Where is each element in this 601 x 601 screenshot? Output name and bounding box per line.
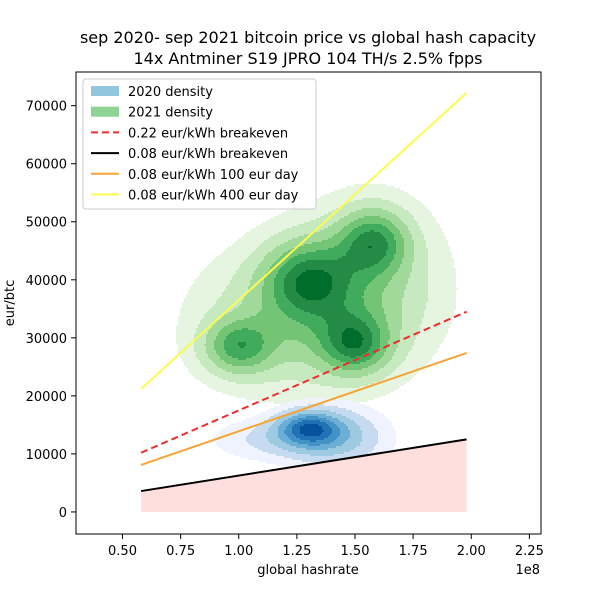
legend-swatch — [91, 106, 119, 117]
density-2021-level-4 — [214, 216, 404, 370]
y-tick-label: 30000 — [26, 332, 67, 347]
tick-layer: 0.50 0.75 1.00 1.25 1.50 1.75 2.00 2.25 0 10000 20… — [26, 100, 544, 559]
x-tick-label: 0.50 — [108, 544, 137, 559]
plot-frame — [75, 71, 542, 535]
y-tick-label: 40000 — [26, 274, 67, 289]
x-tick-label: 0.75 — [166, 544, 195, 559]
unprofitable-region — [141, 439, 467, 512]
series-line-3 — [140, 351, 467, 466]
x-tick-label: 2.25 — [515, 544, 544, 559]
x-tick-label: 1.00 — [224, 544, 253, 559]
shaded-region-layer — [141, 439, 467, 512]
density-2020-level-7 — [300, 424, 324, 436]
density-2021-level-6 — [238, 230, 388, 358]
legend-label: 2020 density — [128, 85, 213, 100]
density-2021-level-7 — [296, 246, 372, 348]
legend-label: 0.08 eur/kWh breakeven — [128, 147, 288, 162]
x-tick-label: 2.00 — [457, 544, 486, 559]
density-2020-level-1 — [214, 398, 396, 474]
legend-box — [82, 78, 317, 210]
legend: 2020 density 2021 density 0.22 eur/kWh bre… — [82, 78, 317, 210]
x-axis-offset-label: 1e8 — [515, 563, 540, 578]
x-axis-label: global hashrate — [257, 563, 358, 578]
chart-title-line-1: sep 2020- sep 2021 bitcoin price vs glob… — [80, 28, 536, 47]
legend-label: 0.08 eur/kWh 400 eur day — [128, 189, 299, 204]
y-tick-label: 10000 — [26, 448, 67, 463]
legend-label: 0.22 eur/kWh breakeven — [128, 126, 288, 141]
breakeven-lines-layer — [140, 92, 468, 493]
density-2021-level-5 — [224, 224, 396, 364]
y-axis-label: eur/btc — [3, 280, 18, 326]
density-2020-level-6 — [292, 420, 332, 442]
chart-title-line-2: 14x Antminer S19 JPRO 104 TH/s 2.5% fpps — [134, 49, 483, 68]
y-tick-label: 0 — [59, 506, 67, 521]
x-tick-label: 1.50 — [341, 544, 370, 559]
legend-swatch — [91, 86, 119, 96]
y-tick-label: 70000 — [26, 100, 67, 115]
legend-label: 2021 density — [128, 106, 213, 121]
x-tick-label: 1.25 — [282, 544, 311, 559]
density-layer — [176, 184, 458, 474]
y-tick-label: 50000 — [26, 216, 67, 231]
density-2020 — [214, 398, 396, 474]
legend-label: 0.08 eur/kWh 100 eur day — [128, 168, 299, 183]
density-2021 — [176, 184, 458, 406]
axes — [75, 71, 542, 535]
density-2021-level-1 — [176, 184, 458, 406]
density-2020-level-2 — [246, 404, 378, 464]
y-tick-label: 60000 — [26, 158, 67, 173]
y-tick-label: 20000 — [26, 390, 67, 405]
density-2021-level-2 — [194, 198, 428, 388]
series-line-4 — [140, 92, 468, 390]
x-tick-label: 1.75 — [399, 544, 428, 559]
series-line-1 — [140, 310, 467, 454]
series-line-2 — [140, 438, 467, 493]
